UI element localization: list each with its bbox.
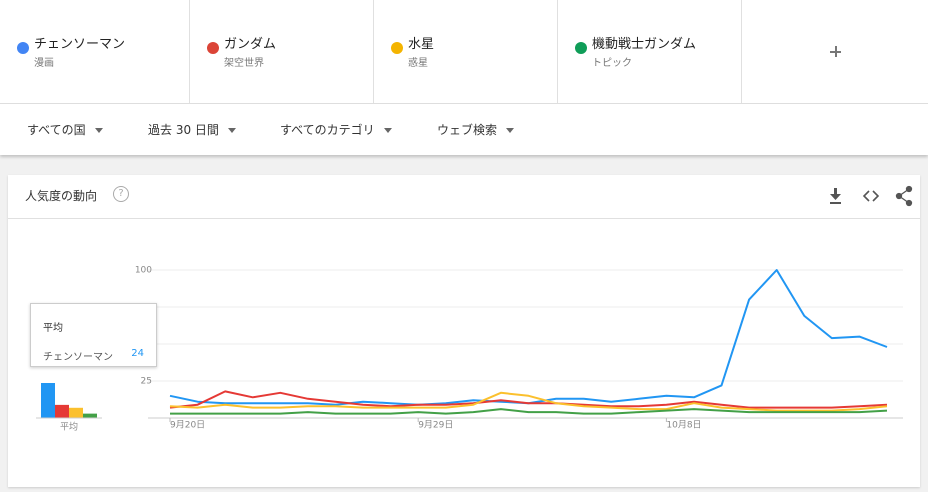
term[interactable]: 水星 惑星 [374, 0, 558, 103]
term-type: 漫画 [34, 58, 54, 69]
term-name: チェンソーマン [34, 37, 126, 52]
panel-icons [830, 185, 913, 207]
download-icon[interactable] [830, 188, 841, 204]
tooltip: 平均 チェンソーマン 24 [30, 303, 157, 367]
filter-dropdown[interactable]: ウェブ検索 [437, 121, 514, 138]
term[interactable]: チェンソーマン 漫画 [0, 0, 190, 103]
trend-line [169, 390, 888, 409]
term-name: 機動戦士ガンダム [592, 37, 697, 52]
add-term[interactable] [742, 0, 928, 103]
x-tick-label: 9月20日 [170, 420, 205, 431]
filter-bar: すべての国 過去 30 日間 すべてのカテゴリ ウェブ検索 [0, 104, 928, 155]
average-label: 平均 [60, 421, 78, 433]
tooltip-value: 24 [131, 348, 144, 359]
tooltip-term: チェンソーマン [43, 352, 113, 363]
trend-line [169, 391, 888, 412]
panel-title: 人気度の動向 [25, 189, 98, 203]
term-dot [391, 42, 403, 54]
y-tick-label: 100 [135, 266, 152, 276]
trend-line [170, 408, 888, 415]
filter-dropdown[interactable]: 過去 30 日間 [148, 121, 236, 138]
filter-dropdown[interactable]: すべての国 [27, 121, 103, 138]
term-type: 惑星 [408, 58, 428, 69]
x-tick-label: 9月29日 [418, 420, 453, 431]
term-type: 架空世界 [224, 58, 264, 69]
embed-icon[interactable] [862, 190, 880, 202]
term-bar: チェンソーマン 漫画 ガンダム 架空世界 水星 惑星 機動戦士ガンダム トピック [0, 0, 928, 104]
chart: 2550751009月20日9月29日10月8日平均 [36, 266, 903, 433]
term-dot [207, 42, 219, 54]
term-name: 水星 [408, 37, 435, 52]
plus-v [835, 46, 837, 57]
filter-dropdown[interactable]: すべてのカテゴリ [280, 121, 392, 138]
average-bar [69, 407, 83, 418]
x-tick-label: 10月8日 [666, 420, 701, 431]
help-icon[interactable]: ? [113, 186, 129, 202]
average-bar [55, 404, 69, 418]
average-bar [83, 413, 97, 418]
y-tick-label: 25 [141, 377, 152, 387]
trend-line [169, 269, 888, 406]
term-dot [17, 42, 29, 54]
term-name: ガンダム [224, 37, 277, 52]
trend-card: 人気度の動向 ? 2550751009月20日9月29日10月8日平均 平均 チ… [8, 175, 920, 487]
term[interactable]: ガンダム 架空世界 [190, 0, 374, 103]
term-type: トピック [592, 58, 632, 69]
term-dot [575, 42, 587, 54]
term[interactable]: 機動戦士ガンダムトピック [558, 0, 742, 103]
divider [8, 218, 920, 219]
share-icon[interactable] [895, 185, 913, 207]
tooltip-title: 平均 [43, 323, 63, 334]
average-bar [41, 383, 55, 418]
